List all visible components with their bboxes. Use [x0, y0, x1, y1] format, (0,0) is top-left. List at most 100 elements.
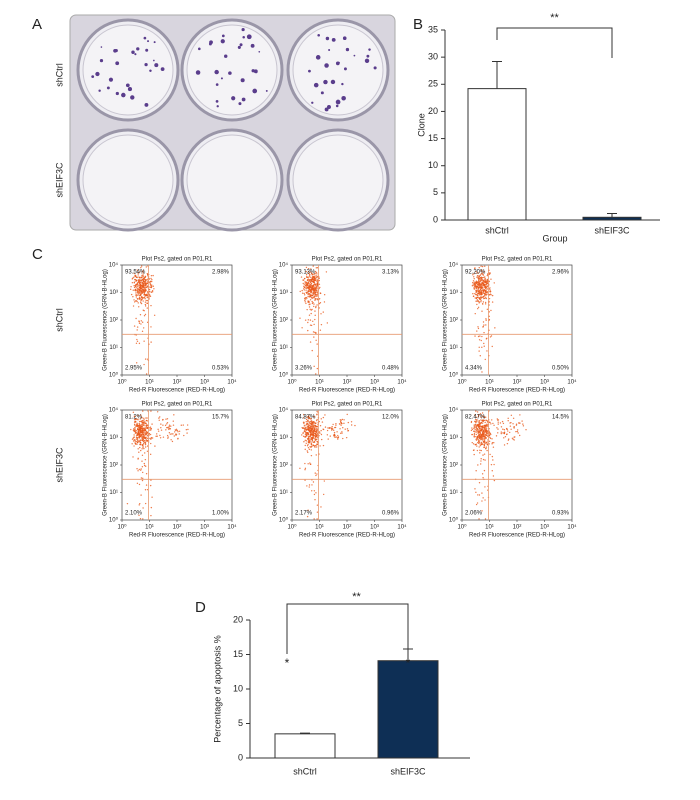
event-dot [322, 428, 324, 430]
event-dot [472, 449, 475, 452]
y-axis-label: Green-B Fluorescence (GRN-B-HLog) [273, 414, 279, 516]
event-dot [171, 440, 174, 443]
x-axis-label: Red-R Fluorescence (RED-R-HLog) [469, 388, 565, 394]
event-dot [490, 423, 492, 425]
event-dot [146, 285, 149, 288]
event-dot [481, 473, 484, 475]
event-dot [308, 448, 311, 451]
event-dot [136, 291, 139, 293]
significance-label: ** [550, 12, 559, 24]
event-dot [325, 271, 328, 273]
bar [582, 216, 642, 221]
quadrant-percent: 0.53% [212, 366, 230, 372]
y-tick-label: 10⁰ [449, 372, 459, 379]
event-dot [145, 299, 147, 302]
event-dot [475, 431, 478, 433]
event-dot [136, 441, 139, 444]
event-dot [145, 266, 147, 268]
event-dot [334, 426, 336, 429]
event-dot [134, 426, 136, 429]
quadrant-percent: 2.95% [125, 366, 143, 372]
event-dot [314, 416, 316, 418]
event-dot [139, 446, 141, 449]
event-dot [316, 283, 319, 286]
event-dot [315, 419, 318, 422]
event-dot [483, 453, 486, 455]
x-axis-label: Red-R Fluorescence (RED-R-HLog) [299, 533, 395, 539]
event-dot [136, 276, 138, 278]
event-dot [470, 429, 473, 432]
event-dot [314, 433, 317, 435]
event-dot [156, 411, 159, 413]
event-dot [306, 434, 308, 436]
event-dot [138, 285, 140, 287]
y-axis-label: Green-B Fluorescence (GRN-B-HLog) [103, 269, 109, 371]
event-dot [175, 434, 177, 436]
event-dot [149, 437, 151, 440]
quadrant-percent: 0.50% [552, 366, 570, 372]
colony [145, 48, 149, 52]
event-dot [479, 432, 481, 435]
event-dot [144, 358, 147, 360]
event-dot [173, 435, 175, 437]
event-dot [477, 430, 479, 432]
event-dot [481, 346, 483, 349]
event-dot [483, 427, 485, 429]
event-dot [311, 278, 313, 280]
event-dot [142, 421, 145, 424]
event-dot [477, 290, 480, 292]
event-dot [141, 444, 144, 447]
event-dot [489, 287, 491, 289]
quadrant-percent: 2.06% [465, 511, 483, 517]
event-dot [315, 275, 318, 277]
event-dot [473, 281, 476, 283]
event-dot [168, 431, 171, 434]
quadrant-percent: 14.5% [552, 415, 570, 421]
event-dot [479, 282, 481, 285]
event-dot [483, 441, 485, 444]
event-dot [142, 410, 144, 412]
event-dot [489, 272, 491, 274]
event-dot [314, 499, 316, 501]
event-dot [480, 438, 482, 440]
event-dot [481, 435, 484, 437]
event-dot [140, 266, 142, 269]
event-dot [145, 284, 147, 286]
event-dot [350, 424, 353, 426]
event-dot [478, 439, 480, 441]
event-dot [140, 301, 142, 304]
event-dot [315, 271, 318, 274]
event-dot [142, 291, 144, 293]
event-dot [137, 288, 139, 291]
event-dot [474, 421, 477, 423]
event-dot [145, 425, 148, 428]
x-tick-label: 10⁴ [397, 524, 407, 531]
event-dot [309, 319, 312, 321]
event-dot [480, 297, 483, 299]
event-dot [484, 276, 486, 278]
event-dot [306, 297, 308, 299]
x-tick-label: 10¹ [315, 525, 324, 531]
event-dot [142, 272, 144, 274]
quadrant-percent: 0.96% [382, 511, 400, 517]
event-dot [142, 309, 144, 311]
event-dot [144, 442, 147, 445]
event-dot [475, 280, 478, 282]
event-dot [301, 327, 303, 329]
event-dot [140, 279, 143, 281]
event-dot [350, 421, 353, 423]
event-dot [312, 280, 314, 283]
event-dot [139, 441, 142, 444]
event-dot [473, 276, 475, 278]
event-dot [135, 279, 138, 282]
y-tick-label: 20 [428, 106, 438, 116]
event-dot [142, 507, 144, 509]
event-dot [316, 511, 319, 513]
event-dot [148, 432, 151, 435]
event-dot [319, 425, 322, 427]
event-dot [311, 279, 313, 282]
event-dot [142, 518, 144, 520]
event-dot [314, 275, 316, 277]
event-dot [143, 439, 146, 442]
event-dot [144, 421, 146, 423]
